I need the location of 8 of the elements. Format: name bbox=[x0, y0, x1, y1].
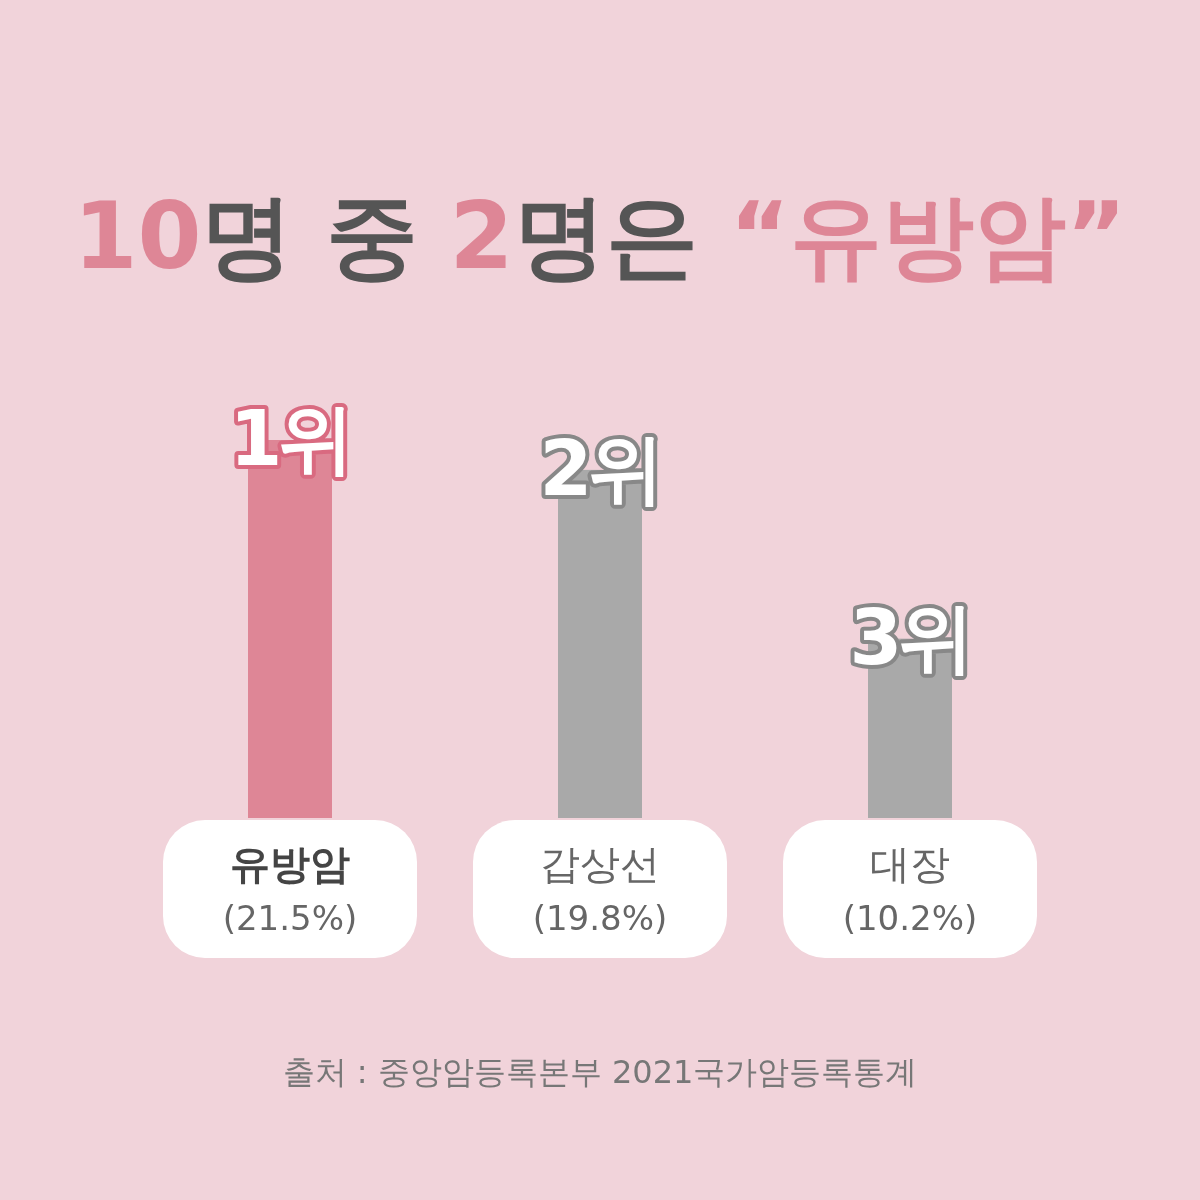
title: 10명 중 2명은 “유방암” bbox=[73, 183, 1127, 290]
source-note: 출처 : 중앙암등록본부 2021국가암등록통계 bbox=[282, 1053, 918, 1091]
x-tick-label: 대장 bbox=[870, 841, 950, 887]
data-label: (10.2%) bbox=[842, 898, 978, 938]
x-tick-label: 유방암 bbox=[230, 841, 350, 887]
x-tick-label: 갑상선 bbox=[540, 841, 660, 887]
data-label: (21.5%) bbox=[222, 898, 358, 938]
data-label: (19.8%) bbox=[532, 898, 668, 938]
